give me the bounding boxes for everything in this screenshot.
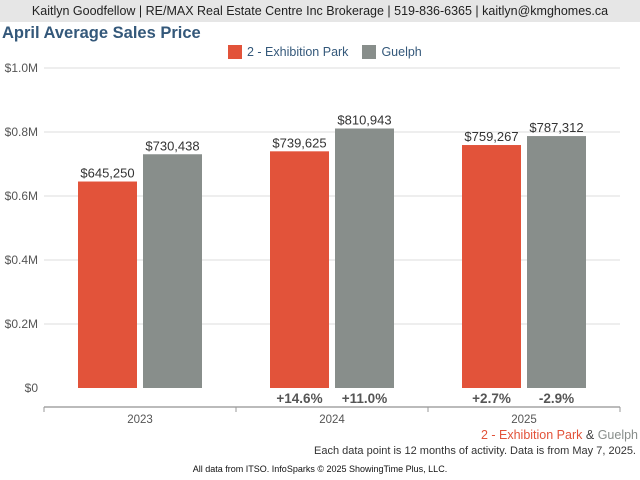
x-tick-label: 2025 [511, 414, 537, 426]
legend-label-guelph: Guelph [381, 45, 422, 59]
data-credit: All data from ITSO. InfoSparks © 2025 Sh… [192, 464, 448, 474]
legend-item-exhibition-park[interactable]: 2 - Exhibition Park [228, 45, 348, 59]
bar-value-label: $787,312 [529, 120, 583, 135]
data-note: Each data point is 12 months of activity… [313, 445, 636, 457]
bar-exhibition-park-2025 [462, 145, 521, 388]
footer-legend: 2 - Exhibition Park & Guelph [481, 428, 638, 442]
chart-legend: 2 - Exhibition Park Guelph [228, 45, 436, 59]
change-percent-label: +11.0% [342, 391, 387, 406]
bar-guelph-2023 [143, 154, 202, 388]
chart-title: April Average Sales Price [2, 24, 201, 42]
legend-swatch-exhibition-park [228, 45, 242, 59]
bar-guelph-2025 [527, 136, 586, 388]
y-tick-label: $0 [25, 381, 39, 395]
change-percent-label: +2.7% [472, 391, 511, 406]
footer-legend-guelph: Guelph [597, 428, 638, 442]
bar-guelph-2024 [335, 128, 394, 389]
y-tick-label: $1.0M [5, 61, 38, 75]
bar-value-label: $730,438 [145, 138, 199, 153]
change-percent-label: +14.6% [276, 391, 322, 406]
footer-legend-exhibition-park: 2 - Exhibition Park [480, 428, 583, 442]
bar-value-label: $810,943 [337, 112, 391, 127]
footer-legend-separator: & [582, 428, 598, 442]
legend-label-exhibition-park: 2 - Exhibition Park [247, 45, 349, 59]
y-tick-label: $0.2M [5, 317, 38, 331]
y-tick-label: $0.4M [5, 253, 38, 267]
bar-value-label: $739,625 [272, 135, 326, 150]
y-tick-label: $0.8M [5, 125, 38, 139]
bar-value-label: $759,267 [464, 129, 518, 144]
bar-exhibition-park-2024 [270, 151, 329, 388]
x-tick-label: 2023 [127, 414, 153, 426]
legend-item-guelph[interactable]: Guelph [362, 45, 422, 59]
change-percent-label: -2.9% [539, 391, 574, 406]
agent-contact-line: Kaitlyn Goodfellow | RE/MAX Real Estate … [31, 4, 609, 18]
legend-swatch-guelph [362, 45, 377, 59]
agent-header-bar: Kaitlyn Goodfellow | RE/MAX Real Estate … [0, 0, 640, 22]
bar-exhibition-park-2023 [78, 181, 137, 388]
bar-value-label: $645,250 [80, 166, 134, 181]
y-tick-label: $0.6M [5, 189, 38, 203]
x-tick-label: 2024 [319, 414, 345, 426]
